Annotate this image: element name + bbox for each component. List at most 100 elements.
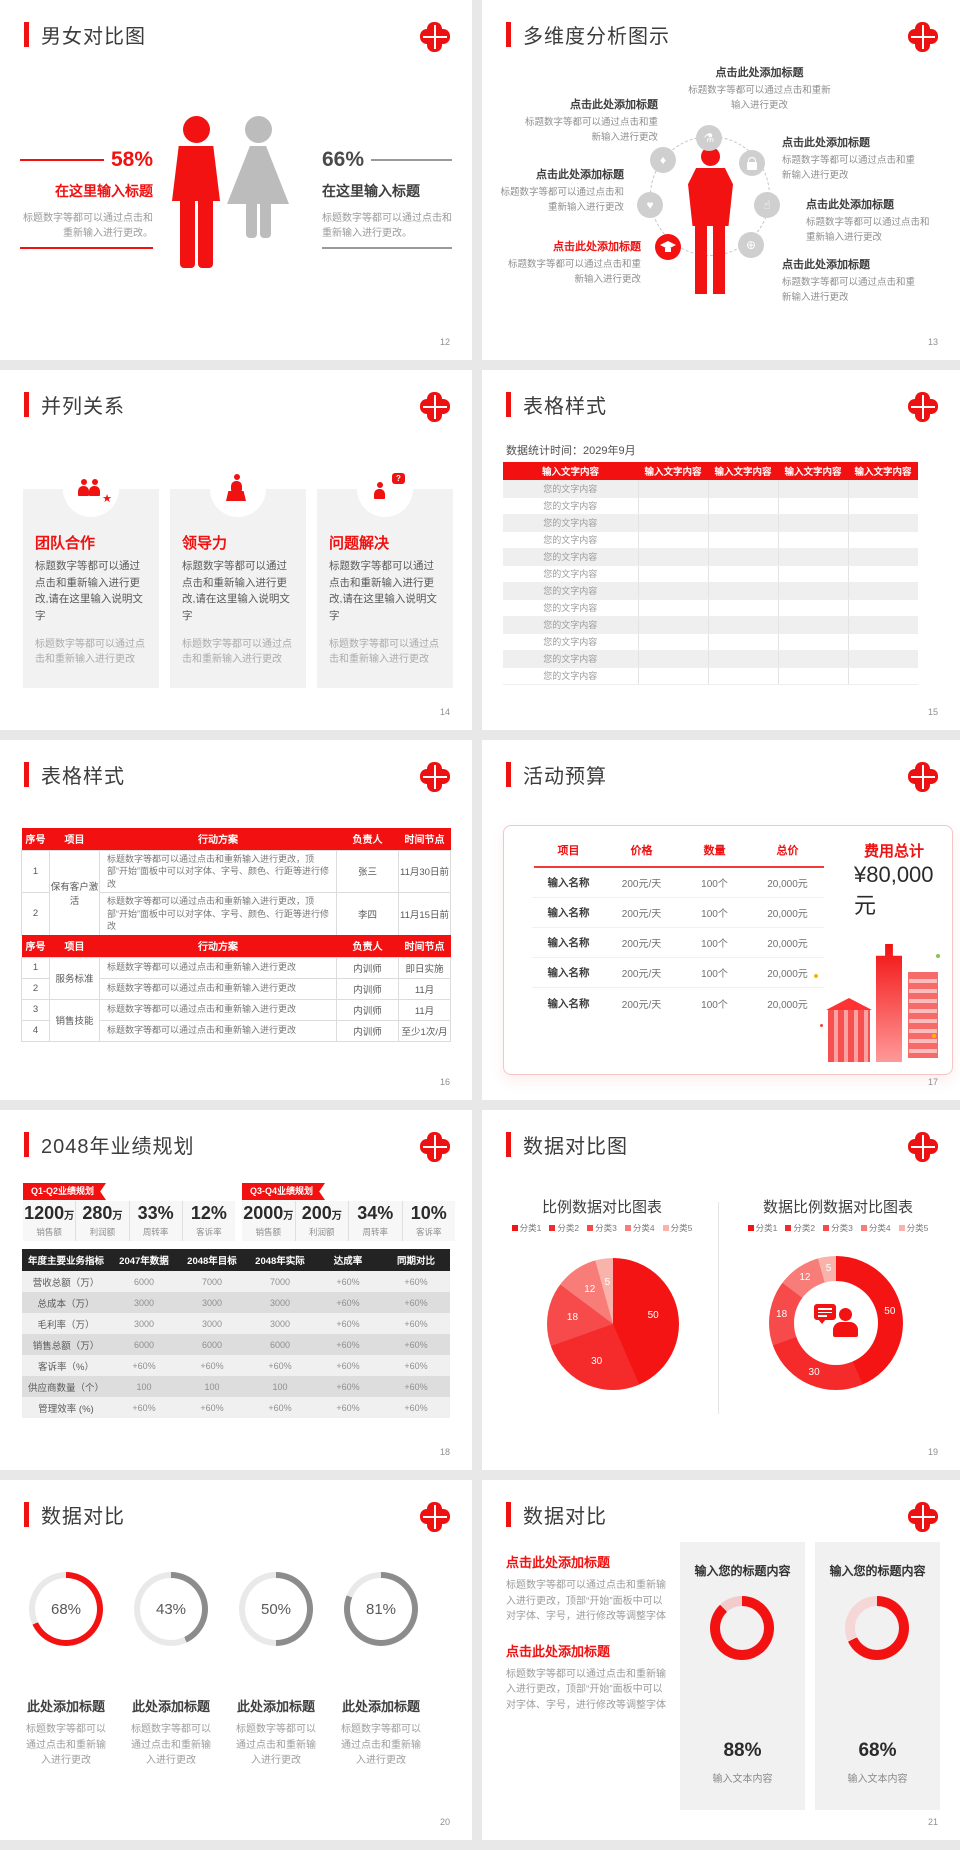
data-cell: +60% bbox=[110, 1355, 178, 1376]
slice-label: 5 bbox=[604, 1277, 611, 1289]
stat-unit: 万 bbox=[283, 1211, 294, 1222]
table-row: 您的文字内容 bbox=[503, 548, 918, 566]
stat-label: 利润额 bbox=[89, 1227, 116, 1237]
data-cell: 100 bbox=[178, 1376, 246, 1397]
title-accent-bar bbox=[24, 762, 29, 787]
stat-label: 销售额 bbox=[255, 1227, 281, 1237]
slide-page-18[interactable]: 2048年业绩规划 Q1-Q2业绩规划 Q3-Q4业绩规划 1200万 销售额 28… bbox=[0, 1110, 472, 1470]
action-cell: 标题数字等都可以通过点击和重新输入进行更改，顶部“开始”面板中可以对字体、字号、… bbox=[99, 849, 337, 893]
legend-label: 分类4 bbox=[632, 1223, 655, 1233]
slide-page-21[interactable]: 数据对比 点击此处添加标题 标题数字等都可以通过点击和重新输入进行更改，顶部“开… bbox=[482, 1480, 960, 1840]
empty-cell bbox=[778, 650, 849, 668]
empty-cell bbox=[708, 565, 779, 583]
slide-title: 活动预算 bbox=[523, 766, 607, 788]
budget-cell: 输入名称 bbox=[547, 877, 590, 889]
legend-swatch bbox=[823, 1225, 830, 1231]
data-cell: 3000 bbox=[246, 1313, 314, 1334]
card-description: 标题数字等都可以通过点击和重新输入进行更改,请在这里输入说明文字 bbox=[35, 560, 143, 622]
slice-label: 50 bbox=[884, 1305, 896, 1317]
male-percentage: 58% bbox=[110, 148, 153, 171]
diagram-item-mid-left: 点击此处添加标题 标题数字等都可以通过点击和重新输入进行更改 bbox=[498, 166, 624, 215]
brand-logo-icon bbox=[420, 22, 450, 52]
legend-label: 分类3 bbox=[831, 1223, 853, 1233]
slide-page-16[interactable]: 表格样式 序号 项目 行动方案 负责人 时间节点 1 保有客户激活 标题数字等都可以通过点击和… bbox=[0, 740, 472, 1100]
table-header-row: 年度主要业务指标 2047年数据 2048年目标 2048年实际 达成率 同期对比 bbox=[22, 1249, 450, 1271]
budget-cell: 200元/天 bbox=[621, 939, 662, 950]
stat-panel-1: 输入您的标题内容 88% 输入文本内容 bbox=[680, 1542, 805, 1810]
table-row: 销售总额（万） 6000 6000 6000 +60% +60% bbox=[22, 1334, 450, 1355]
card-teamwork: ★ 团队合作 标题数字等都可以通过点击和重新输入进行更改,请在这里输入说明文字 … bbox=[23, 461, 159, 688]
slide-page-19[interactable]: 数据对比图 比例数据对比图表 数据比例数据对比图表 分类1 分类2 分类3 分类4 分类… bbox=[482, 1110, 960, 1470]
slide-page-20[interactable]: 数据对比 68% 此处添加标题 标题数字等都可以通过点击和重新输入进行更改 43% 此处… bbox=[0, 1480, 472, 1840]
data-cell: +60% bbox=[382, 1292, 450, 1313]
brand-logo-icon bbox=[908, 1502, 938, 1532]
table-row: 您的文字内容 bbox=[503, 633, 918, 651]
accent-line bbox=[20, 159, 104, 161]
owner-cell: 内训师 bbox=[336, 1019, 399, 1042]
legend-swatch bbox=[549, 1225, 556, 1231]
data-cell: 3000 bbox=[178, 1292, 246, 1313]
gauge-ring: 68% bbox=[29, 1572, 103, 1646]
gauge-percent: 50% bbox=[260, 1600, 292, 1618]
slide-page-15[interactable]: 表格样式 数据统计时间：2029年9月 输入文字内容 输入文字内容 输入文字内容 输入… bbox=[482, 370, 960, 730]
stat-panel-2: 输入您的标题内容 68% 输入文本内容 bbox=[815, 1542, 940, 1810]
time-cell: 11月30日前 bbox=[398, 849, 451, 893]
data-cell: +60% bbox=[314, 1292, 382, 1313]
page-number: 12 bbox=[439, 337, 450, 347]
empty-cell bbox=[778, 599, 849, 617]
budget-row: 输入名称 200元/天 100个 20,000元 bbox=[532, 988, 824, 1018]
action-plan-table-2: 序号 项目 行动方案 负责人 时间节点 1 服务标准 标题数字等都可以通过点击和重新输入进行更… bbox=[21, 935, 451, 1042]
data-cell: 3000 bbox=[246, 1292, 314, 1313]
diagram-item-bottom-right: 点击此处添加标题 标题数字等都可以通过点击和重新输入进行更改 bbox=[782, 256, 922, 305]
slice-label: 18 bbox=[776, 1308, 788, 1320]
slide-page-13[interactable]: 多维度分析图示 ♦ ⚗ ♥ ☝ ⊕ 点击此处添加标题 标题数字等都可以通过点击和重… bbox=[482, 0, 960, 360]
q1-q2-stats: 1200万 销售额 280万 利润额 33% 周转率 12% 客诉率 bbox=[23, 1201, 235, 1241]
stat-item: 34% 周转率 bbox=[349, 1201, 403, 1241]
column-header: 数量 bbox=[703, 845, 726, 857]
item-desc: 标题数字等都可以通过点击和重新输入进行更改 bbox=[524, 117, 658, 143]
page-number: 13 bbox=[927, 337, 938, 347]
legend-item: 分类5 bbox=[898, 1222, 928, 1234]
stat-label: 客诉率 bbox=[196, 1227, 222, 1237]
slide-title: 数据对比图 bbox=[523, 1136, 628, 1158]
add-title-description: 标题数字等都可以通过点击和重新输入进行更改，顶部“开始”面板中可以对字体、字号，… bbox=[506, 1580, 666, 1622]
table-row: 客诉率（%） +60% +60% +60% +60% +60% bbox=[22, 1355, 450, 1376]
panel-divider bbox=[718, 1202, 719, 1414]
row-label-cell: 您的文字内容 bbox=[503, 480, 639, 498]
table-row: 1 服务标准 标题数字等都可以通过点击和重新输入进行更改 内训师 即日实施 bbox=[21, 956, 451, 1000]
item-title: 点击此处添加标题 bbox=[715, 67, 804, 79]
item-desc: 标题数字等都可以通过点击和重新输入进行更改 bbox=[782, 277, 916, 303]
data-cell: +60% bbox=[314, 1376, 382, 1397]
gauge-block: 81% 此处添加标题 标题数字等都可以通过点击和重新输入进行更改 bbox=[335, 1572, 427, 1769]
title-accent-bar bbox=[506, 1502, 511, 1527]
stat-value: 10% bbox=[410, 1203, 447, 1223]
brand-logo-icon bbox=[908, 392, 938, 422]
table-row: 您的文字内容 bbox=[503, 565, 918, 583]
slide-page-14[interactable]: 并列关系 ★ 团队合作 标题数字等都可以通过点击和重新输入进行更改,请在这里输入… bbox=[0, 370, 472, 730]
slice-label: 30 bbox=[591, 1355, 603, 1367]
page-number: 14 bbox=[439, 707, 450, 717]
empty-cell bbox=[848, 480, 918, 498]
graduation-cap-icon bbox=[655, 234, 681, 260]
empty-cell bbox=[638, 633, 709, 651]
gauge-ring: 50% bbox=[239, 1572, 313, 1646]
pie-chart: 50 30 18 12 5 bbox=[547, 1258, 679, 1390]
row-label-cell: 您的文字内容 bbox=[503, 514, 639, 532]
table-row: 4 标题数字等都可以通过点击和重新输入进行更改 内训师 至少1次/月 bbox=[21, 1019, 451, 1042]
budget-cell: 100个 bbox=[701, 909, 728, 920]
brand-logo-icon bbox=[420, 1132, 450, 1162]
data-cell: +60% bbox=[314, 1355, 382, 1376]
row-label-cell: 您的文字内容 bbox=[503, 599, 639, 617]
item-desc: 标题数字等都可以通过点击和重新输入进行更改 bbox=[500, 187, 624, 213]
owner-cell: 内训师 bbox=[336, 956, 399, 979]
slide-page-17[interactable]: 活动预算 项目 价格 数量 总价 输入名称 200元/天 100个 20,000元 输入… bbox=[482, 740, 960, 1100]
data-cell: 总成本（万） bbox=[22, 1292, 110, 1313]
slide-page-12[interactable]: 男女对比图 58% 在这里输入标题 标题数字等都可以通过点击和重新输入进行更改。… bbox=[0, 0, 472, 360]
slice-label: 12 bbox=[799, 1271, 811, 1283]
gauge-percent: 68% bbox=[50, 1600, 82, 1618]
panel-header: 输入您的标题内容 bbox=[829, 1564, 926, 1578]
donut-gauge bbox=[710, 1596, 774, 1660]
budget-cell: 输入名称 bbox=[547, 937, 590, 949]
owner-cell: 内训师 bbox=[336, 998, 399, 1021]
